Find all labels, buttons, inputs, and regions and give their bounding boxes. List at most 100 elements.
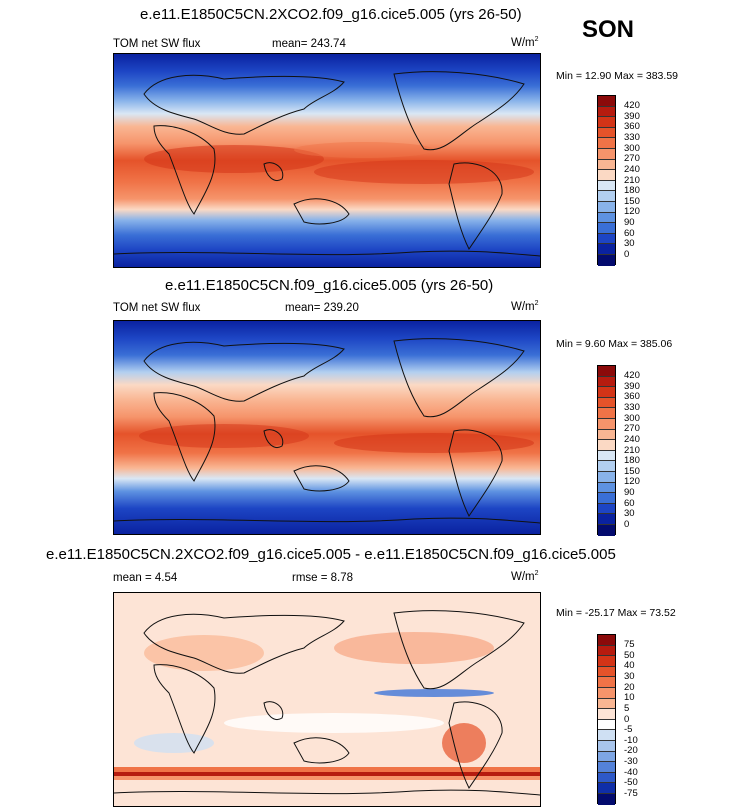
panel-1-title: e.e11.E1850C5CN.2XCO2.f09_g16.cice5.005 … xyxy=(140,6,522,23)
colorbar-tick-label: 420 xyxy=(624,370,640,381)
panel-2-colorbar-swatch xyxy=(598,514,615,525)
panel-2-colorbar-swatch xyxy=(598,471,615,483)
colorbar-tick-label: 240 xyxy=(624,434,640,445)
colorbar-tick-label: 30 xyxy=(624,671,635,682)
panel-3-colorbar-swatch xyxy=(598,783,615,794)
colorbar-tick-label: 270 xyxy=(624,423,640,434)
panel-2-map xyxy=(113,320,541,535)
colorbar-tick-label: -75 xyxy=(624,788,638,799)
colorbar-tick-label: 10 xyxy=(624,692,635,703)
colorbar-tick-label: 300 xyxy=(624,413,640,424)
panel-1-colorbar-swatch xyxy=(598,244,615,255)
colorbar-tick-label: 60 xyxy=(624,228,635,239)
colorbar-tick-label: 30 xyxy=(624,508,635,519)
colorbar-tick-label: 0 xyxy=(624,249,630,260)
panel-1-colorbar-swatch xyxy=(598,159,615,171)
colorbar-tick-label: -50 xyxy=(624,777,638,788)
panel-3-colorbar-swatch xyxy=(598,793,615,805)
colorbar-tick-label: 360 xyxy=(624,121,640,132)
panel-1-colorbar-swatch xyxy=(598,201,615,213)
panel-3-units: W/m2 xyxy=(511,570,539,583)
panel-2-map-field xyxy=(114,321,540,534)
panel-1-colorbar xyxy=(597,95,616,266)
colorbar-tick-label: 240 xyxy=(624,164,640,175)
colorbar-tick-label: 0 xyxy=(624,714,630,725)
colorbar-tick-label: 420 xyxy=(624,100,640,111)
panel-2-colorbar-swatch xyxy=(598,482,615,494)
panel-2-colorbar-swatch xyxy=(598,418,615,430)
colorbar-tick-label: 330 xyxy=(624,132,640,143)
colorbar-tick-label: -10 xyxy=(624,735,638,746)
panel-1-variable-label: TOM net SW flux xyxy=(113,38,201,50)
panel-1-colorbar-swatch xyxy=(598,233,615,245)
panel-2-colorbar-swatch xyxy=(598,461,615,472)
panel-1-colorbar-swatch xyxy=(598,148,615,160)
panel-1-colorbar-swatch xyxy=(598,96,615,107)
panel-3-map xyxy=(113,592,541,807)
panel-3-colorbar-swatch xyxy=(598,762,615,773)
panel-3-title: e.e11.E1850C5CN.2XCO2.f09_g16.cice5.005 … xyxy=(46,546,616,563)
colorbar-tick-label: 75 xyxy=(624,639,635,650)
panel-2-colorbar-swatch xyxy=(598,493,615,504)
panel-1-colorbar-swatch xyxy=(598,170,615,181)
colorbar-tick-label: 30 xyxy=(624,238,635,249)
panel-3-minmax: Min = -25.17 Max = 73.52 xyxy=(556,607,676,619)
panel-1-mean-label: mean= 243.74 xyxy=(272,38,346,50)
panel-1-map xyxy=(113,53,541,268)
panel-3-colorbar-swatch xyxy=(598,677,615,688)
colorbar-tick-label: 360 xyxy=(624,391,640,402)
panel-2-colorbar-swatch xyxy=(598,524,615,536)
colorbar-tick-label: 0 xyxy=(624,519,630,530)
colorbar-tick-label: 5 xyxy=(624,703,630,714)
colorbar-tick-label: 90 xyxy=(624,487,635,498)
panel-2-colorbar-swatch xyxy=(598,408,615,419)
colorbar-tick-label: -5 xyxy=(624,724,633,735)
panel-1-colorbar-swatch xyxy=(598,117,615,128)
panel-3-colorbar-swatch xyxy=(598,730,615,741)
colorbar-tick-label: 40 xyxy=(624,660,635,671)
panel-1-units: W/m2 xyxy=(511,36,539,49)
panel-1-minmax: Min = 12.90 Max = 383.59 xyxy=(556,70,678,82)
panel-2-colorbar-swatch xyxy=(598,429,615,441)
colorbar-tick-label: 180 xyxy=(624,455,640,466)
panel-1-colorbar-swatch xyxy=(598,212,615,224)
colorbar-tick-label: 50 xyxy=(624,650,635,661)
panel-2-title: e.e11.E1850C5CN.f09_g16.cice5.005 (yrs 2… xyxy=(165,277,494,294)
colorbar-tick-label: 390 xyxy=(624,111,640,122)
colorbar-tick-label: 150 xyxy=(624,466,640,477)
panel-3-map-field xyxy=(114,593,540,806)
panel-1-colorbar-swatch xyxy=(598,180,615,192)
colorbar-tick-label: 210 xyxy=(624,445,640,456)
colorbar-tick-label: -20 xyxy=(624,745,638,756)
panel-3-colorbar-swatch xyxy=(598,709,615,720)
panel-3-colorbar-swatch xyxy=(598,635,615,646)
panel-3-colorbar-swatch xyxy=(598,772,615,784)
panel-2-colorbar-swatch xyxy=(598,366,615,377)
panel-3-colorbar-swatch xyxy=(598,687,615,699)
colorbar-tick-label: -40 xyxy=(624,767,638,778)
panel-2-units: W/m2 xyxy=(511,300,539,313)
panel-1-colorbar-swatch xyxy=(598,223,615,234)
panel-1-colorbar-swatch xyxy=(598,127,615,139)
colorbar-tick-label: 120 xyxy=(624,476,640,487)
panel-3-colorbar-swatch xyxy=(598,751,615,763)
panel-2-colorbar-swatch xyxy=(598,376,615,388)
panel-3-colorbar-swatch xyxy=(598,698,615,710)
colorbar-tick-label: 330 xyxy=(624,402,640,413)
panel-1-colorbar-swatch xyxy=(598,138,615,149)
panel-2-colorbar xyxy=(597,365,616,536)
colorbar-tick-label: 150 xyxy=(624,196,640,207)
panel-3-colorbar-swatch xyxy=(598,719,615,731)
colorbar-tick-label: 90 xyxy=(624,217,635,228)
panel-1-map-field xyxy=(114,54,540,267)
panel-2-colorbar-swatch xyxy=(598,503,615,515)
panel-1-colorbar-swatch xyxy=(598,191,615,202)
panel-3-colorbar-swatch xyxy=(598,645,615,657)
colorbar-tick-label: 60 xyxy=(624,498,635,509)
panel-3-colorbar-swatch xyxy=(598,740,615,752)
panel-2-colorbar-swatch xyxy=(598,450,615,462)
colorbar-tick-label: 300 xyxy=(624,143,640,154)
panel-2-minmax: Min = 9.60 Max = 385.06 xyxy=(556,338,673,350)
panel-3-colorbar-swatch xyxy=(598,666,615,678)
panel-2-colorbar-swatch xyxy=(598,440,615,451)
